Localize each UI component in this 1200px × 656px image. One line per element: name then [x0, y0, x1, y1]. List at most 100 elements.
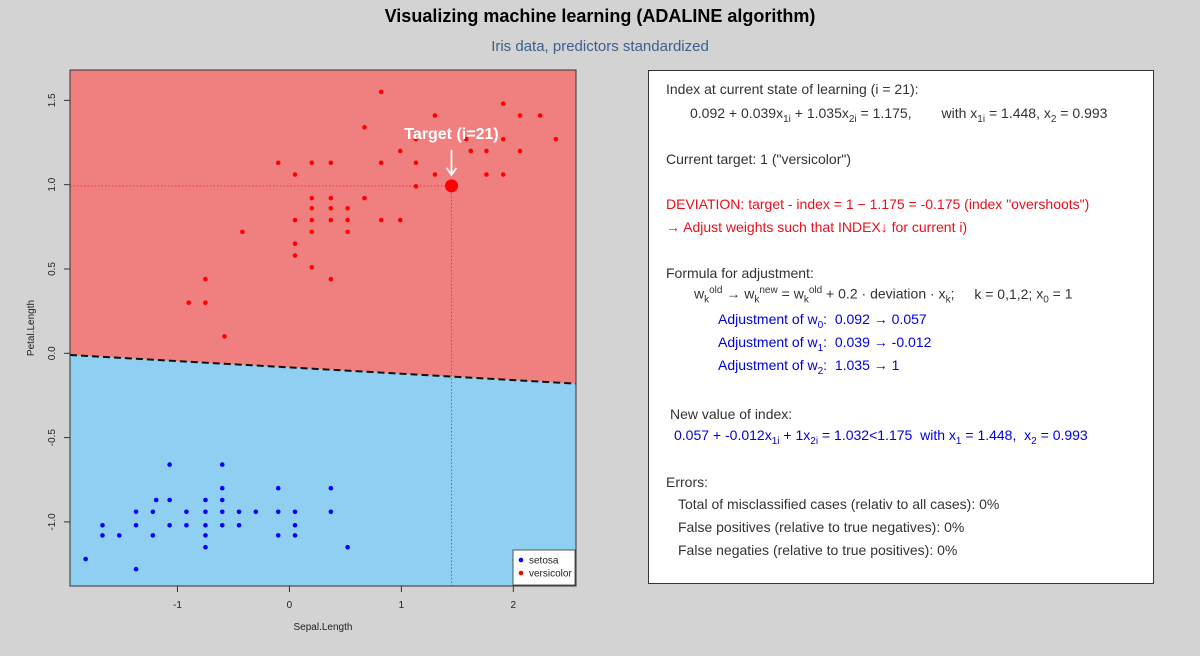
versicolor-point [553, 136, 559, 142]
y-tick-label: 0.5 [47, 262, 58, 276]
error-false-positives: False positives (relative to true negati… [678, 519, 965, 535]
versicolor-point [500, 172, 506, 177]
versicolor-point [328, 160, 334, 166]
plot-area: Target (i=21) [70, 70, 576, 586]
adjustment-formula: wkold → wknew = wkold + 0.2 · deviation … [694, 285, 1073, 306]
y-axis-label: Petal.Length [26, 300, 37, 356]
setosa-point [100, 533, 105, 538]
versicolor-point [432, 172, 438, 177]
new-index-header: New value of index: [670, 406, 793, 422]
versicolor-point [292, 253, 298, 258]
x-axis-label: Sepal.Length [294, 622, 353, 633]
y-tick-label: 1.5 [47, 93, 58, 107]
x-tick-label: -1 [173, 600, 182, 611]
versicolor-point [413, 160, 419, 166]
versicolor-point [362, 125, 367, 130]
versicolor-point [309, 217, 315, 223]
current-target: Current target: 1 ("versicolor") [666, 151, 851, 167]
adjustment-w2: Adjustment of w2: 1.035 → 1 [718, 357, 900, 377]
plot-frame [69, 69, 577, 587]
setosa-point [167, 462, 172, 467]
versicolor-point [517, 148, 523, 154]
versicolor-point [484, 148, 489, 154]
versicolor-point [328, 195, 334, 201]
versicolor-point [309, 205, 315, 211]
setosa-point [292, 509, 298, 515]
versicolor-point [463, 136, 469, 142]
index-header: Index at current state of learning (i = … [666, 81, 919, 97]
error-total: Total of misclassified cases (relativ to… [678, 496, 1000, 512]
decision-boundary [70, 353, 576, 385]
versicolor-point [345, 229, 350, 235]
learning-info-panel: Index at current state of learning (i = … [648, 70, 1154, 584]
setosa-point [203, 509, 208, 515]
versicolor-region [70, 70, 576, 384]
target-point [445, 179, 459, 193]
setosa-point [133, 522, 139, 528]
setosa-point [133, 509, 139, 515]
versicolor-point [275, 160, 281, 166]
target-label: Target (i=21) [404, 126, 498, 143]
versicolor-point [468, 148, 474, 154]
y-tick-label: -1.0 [47, 513, 58, 531]
legend-marker-setosa [518, 557, 524, 563]
setosa-point [167, 497, 172, 503]
setosa-point [219, 485, 225, 491]
versicolor-point [345, 217, 350, 223]
versicolor-point [240, 229, 245, 235]
adjustment-w1: Adjustment of w1: 0.039 → -0.012 [718, 334, 932, 354]
y-tick-label: 1.0 [47, 177, 58, 191]
setosa-point [116, 533, 122, 538]
versicolor-point [378, 89, 384, 95]
setosa-point [345, 544, 350, 550]
deviation-text: DEVIATION: target - index = 1 − 1.175 = … [666, 196, 1090, 212]
versicolor-point [500, 101, 506, 107]
versicolor-point [432, 113, 438, 118]
adjust-note: → Adjust weights such that INDEX↓ for cu… [666, 219, 968, 235]
versicolor-point [222, 334, 227, 339]
versicolor-point [413, 184, 419, 189]
versicolor-point [484, 172, 489, 177]
versicolor-point [309, 195, 315, 201]
setosa-point [133, 566, 139, 572]
errors-header: Errors: [666, 474, 708, 490]
versicolor-point [328, 276, 334, 282]
index-formula: 0.092 + 0.039x1i + 1.035x2i = 1.175, wit… [690, 105, 1108, 125]
x-tick-label: 1 [399, 600, 405, 611]
versicolor-point [328, 217, 334, 223]
setosa-point [236, 509, 242, 515]
versicolor-point [517, 113, 523, 118]
setosa-point [219, 509, 225, 515]
versicolor-point [292, 241, 298, 246]
chart-title: Visualizing machine learning (ADALINE al… [384, 6, 816, 26]
setosa-point [150, 533, 156, 538]
versicolor-point [413, 136, 419, 142]
setosa-point [253, 509, 259, 515]
setosa-point [219, 462, 225, 467]
versicolor-point [309, 160, 315, 166]
chart-subtitle: Iris data, predictors standardized [491, 38, 709, 55]
versicolor-point [378, 160, 384, 166]
versicolor-point [328, 205, 334, 211]
new-index-formula: 0.057 + -0.012x1i + 1x2i = 1.032<1.175 w… [674, 427, 1088, 447]
versicolor-point [500, 136, 506, 142]
versicolor-point [309, 264, 315, 270]
setosa-point [150, 509, 156, 515]
setosa-point [275, 509, 281, 515]
versicolor-point [309, 229, 315, 235]
setosa-point [292, 522, 298, 528]
setosa-point [203, 522, 208, 528]
setosa-region [70, 354, 576, 586]
versicolor-point [345, 205, 350, 211]
setosa-point [203, 533, 208, 538]
versicolor-point [397, 217, 403, 223]
x-tick-label: 0 [287, 600, 293, 611]
formula-header: Formula for adjustment: [666, 265, 814, 281]
setosa-point [328, 485, 334, 491]
x-tick-label: 2 [511, 600, 517, 611]
y-tick-label: -0.5 [47, 429, 58, 447]
setosa-point [236, 522, 242, 528]
scatter-plot: Target (i=21) -1 0 1 2 -1.0 -0.5 0.0 0.5 1.0 1.5 Se… [26, 69, 577, 633]
setosa-point [203, 544, 208, 550]
legend-label-setosa: setosa [529, 556, 559, 567]
